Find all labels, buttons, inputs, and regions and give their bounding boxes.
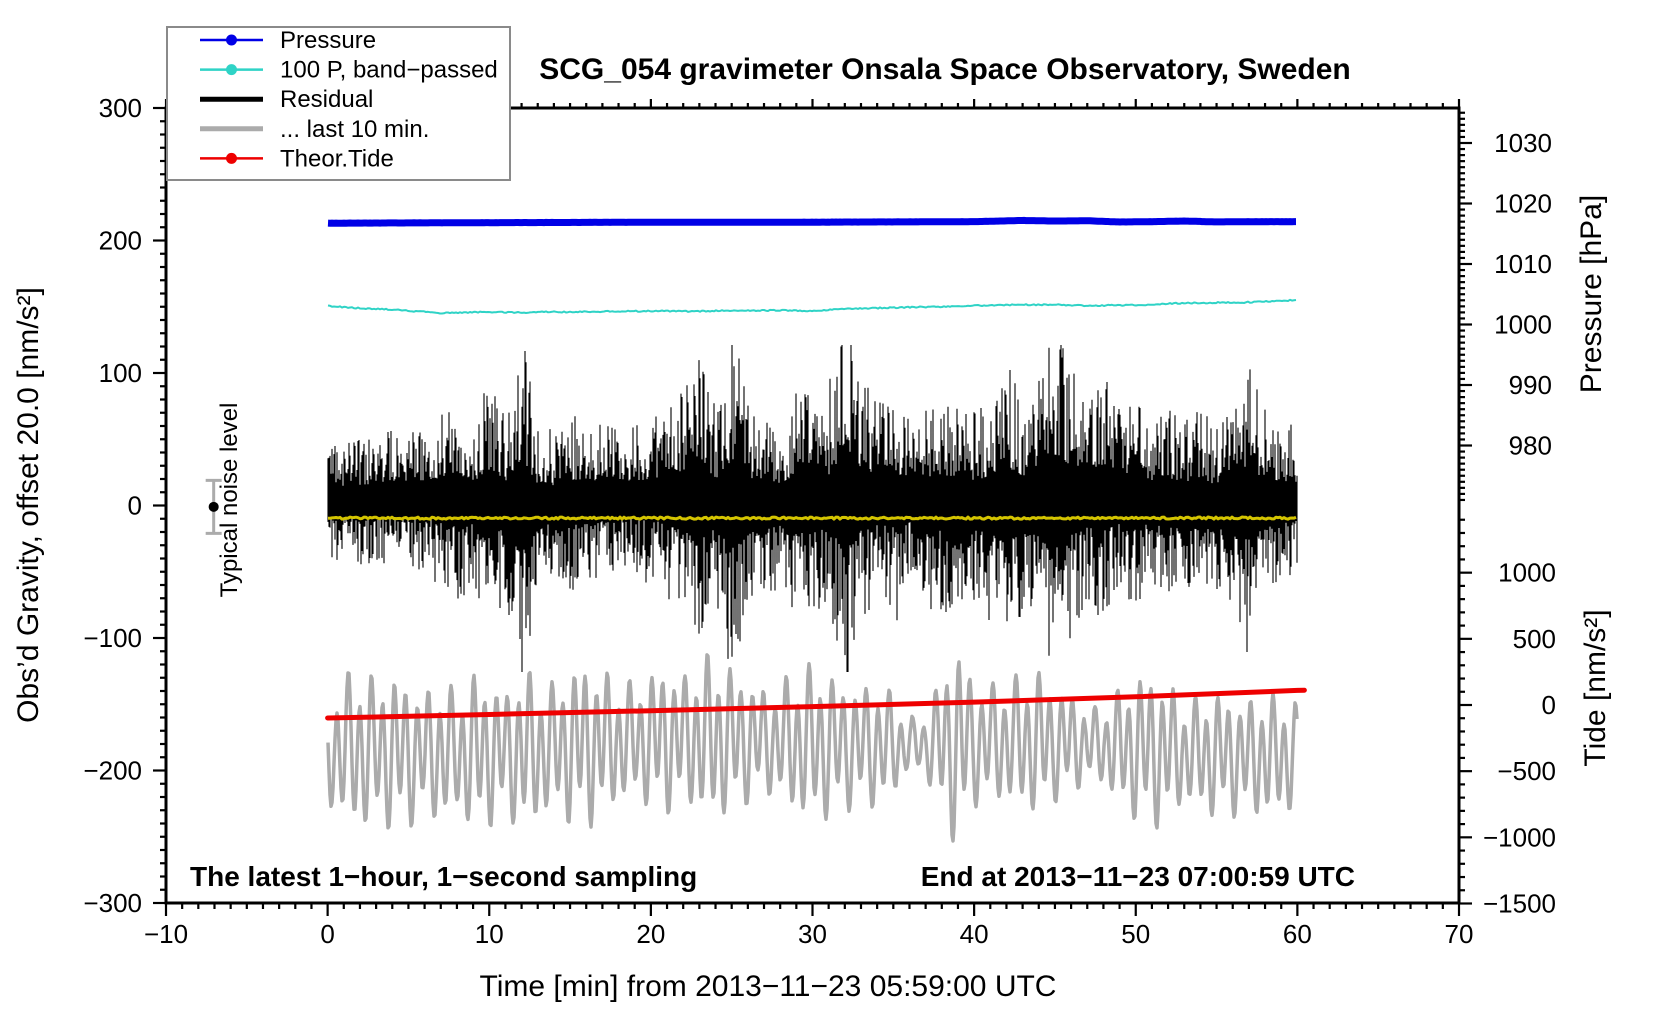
noise-level-label: Typical noise level (216, 403, 243, 598)
legend-frame (166, 26, 511, 181)
gravity-axis-label: Obs’d Gravity, offset 20.0 [nm/s²] (12, 287, 45, 723)
x-tick-label: 20 (636, 919, 665, 949)
end-note: End at 2013−11−23 07:00:59 UTC (921, 861, 1355, 892)
pressure-axis-label: Pressure [hPa] (1575, 195, 1608, 393)
noise-marker-layer (205, 478, 222, 535)
x-tick-label: 0 (320, 919, 334, 949)
pressure-tick-label: 1030 (1494, 128, 1552, 158)
series-theor-tide (325, 687, 1307, 721)
tide-tick-label: −500 (1497, 756, 1556, 786)
gravity-tick-label: −200 (83, 756, 142, 786)
x-tick-label: −10 (144, 919, 188, 949)
gravity-tick-label: 0 (128, 491, 142, 521)
legend-item-label: Theor.Tide (280, 145, 394, 172)
tide-tick-label: 1000 (1498, 558, 1556, 588)
pressure-tick-label: 980 (1509, 431, 1552, 461)
pressure-tick-label: 1010 (1494, 249, 1552, 279)
series-residual (327, 345, 1298, 672)
legend-item-label: Residual (280, 86, 373, 113)
x-tick-label: 40 (960, 919, 989, 949)
tide-tick-label: −1500 (1483, 888, 1556, 918)
series-residual-smoothed (327, 515, 1297, 521)
x-tick-label: 30 (798, 919, 827, 949)
noise-dot (208, 501, 219, 512)
gravity-tick-label: −100 (83, 623, 142, 653)
tide-tick-label: 500 (1513, 624, 1556, 654)
legend-item-label: ... last 10 min. (280, 116, 429, 143)
x-tick-label: 60 (1283, 919, 1312, 949)
sampling-note: The latest 1−hour, 1−second sampling (190, 861, 697, 892)
pressure-tick-label: 1020 (1494, 189, 1552, 219)
pressure-tick-label: 1000 (1494, 310, 1552, 340)
legend-item-label: 100 P, band−passed (280, 57, 498, 84)
series-last10min (326, 653, 1299, 843)
tide-tick-label: 0 (1542, 690, 1556, 720)
gravity-tick-label: 200 (99, 226, 142, 256)
chart-title: SCG_054 gravimeter Onsala Space Observat… (539, 53, 1351, 86)
tide-axis-label: Tide [nm/s²] (1579, 609, 1612, 766)
x-tick-label: 50 (1121, 919, 1150, 949)
legend-sample-dot (226, 34, 237, 46)
legend-sample-dot (226, 152, 237, 164)
legend-item-label: Pressure (280, 27, 376, 54)
gravity-tick-label: −300 (83, 888, 142, 918)
gravity-tick-label: 100 (99, 358, 142, 388)
tide-tick-label: −1000 (1483, 822, 1556, 852)
gravity-tick-label: 300 (99, 93, 142, 123)
series-layer (325, 216, 1307, 843)
series-pressure (326, 216, 1298, 227)
x-axis-label: Time [min] from 2013−11−23 05:59:00 UTC (480, 970, 1057, 1003)
axes-layer: −10 0 10 20 30 40 50 60 70−300−200−1000100200300… (83, 93, 1556, 949)
series-bandpassed-pressure (327, 298, 1297, 315)
x-tick-label: 70 (1445, 919, 1474, 949)
legend-sample-dot (226, 64, 237, 76)
x-tick-label: 10 (475, 919, 504, 949)
pressure-tick-label: 990 (1509, 370, 1552, 400)
